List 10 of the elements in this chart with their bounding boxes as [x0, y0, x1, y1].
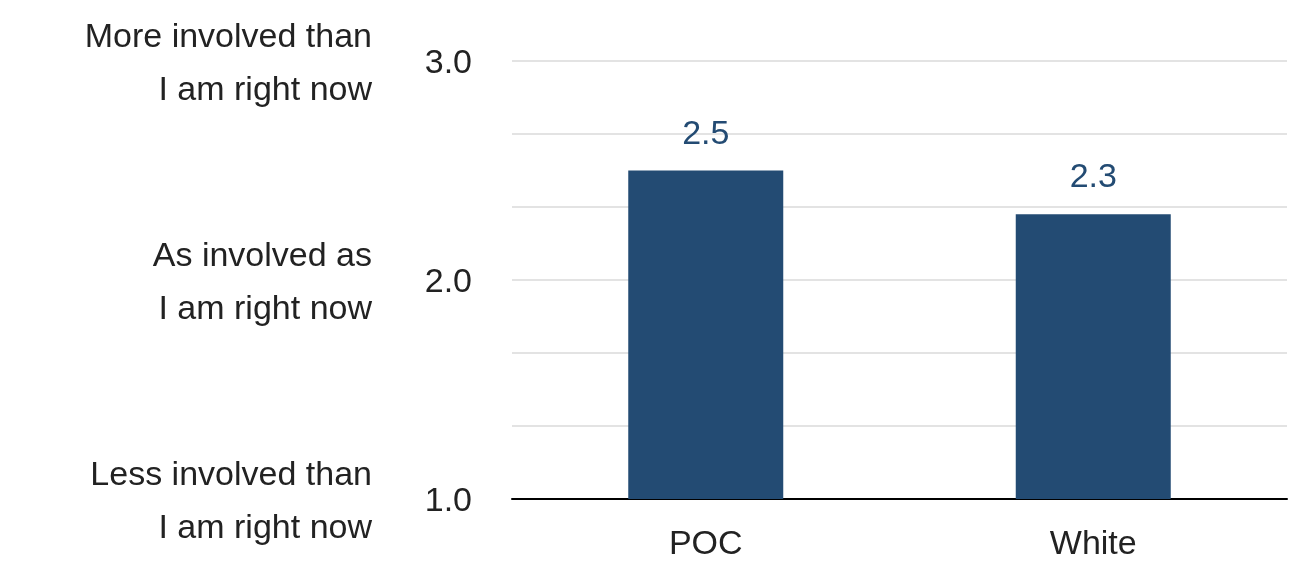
y-tick-label: 1.0 — [424, 480, 472, 518]
y-tick-label: 3.0 — [424, 42, 472, 80]
text: More involved than I am right now — [84, 15, 373, 107]
data-label: 2.3 — [1069, 156, 1117, 195]
text: Less involved than I am right now — [90, 453, 373, 545]
x-tick-label: White — [1049, 523, 1137, 561]
y-tick-label: 2.0 — [424, 261, 472, 299]
data-label: 2.5 — [682, 112, 730, 151]
x-tick-label: POC — [668, 523, 743, 561]
text: As involved as I am right now — [152, 234, 373, 326]
